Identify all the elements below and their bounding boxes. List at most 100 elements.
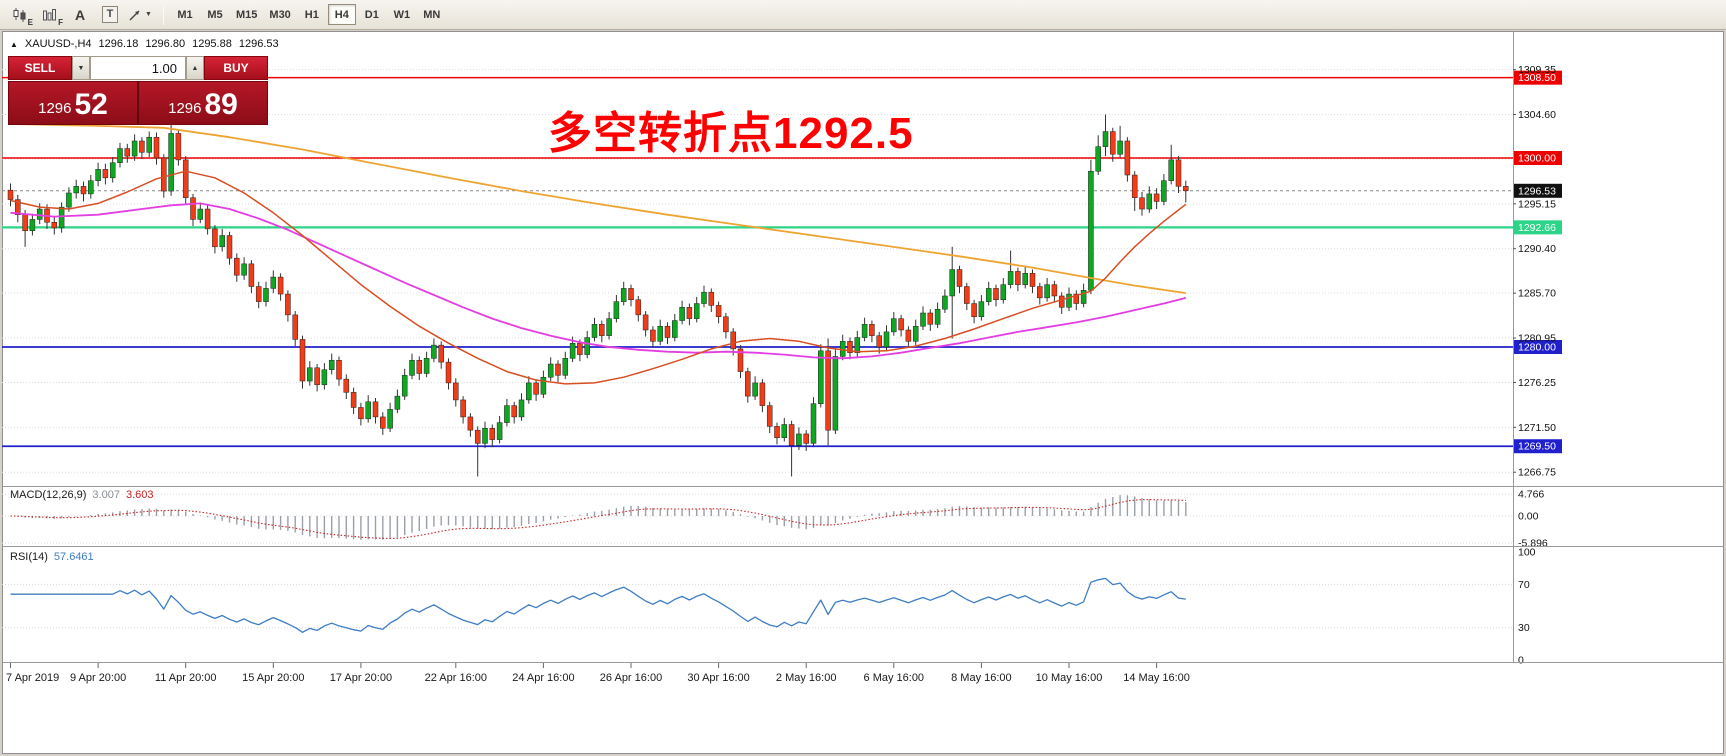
ma-fast-red [10,170,1187,385]
svg-text:17 Apr 20:00: 17 Apr 20:00 [330,672,392,684]
svg-text:1285.70: 1285.70 [1518,288,1556,300]
svg-text:22 Apr 16:00: 22 Apr 16:00 [425,672,487,684]
ma-medium-magenta [10,202,1187,360]
timeframe-button-w1[interactable]: W1 [393,8,411,21]
macd-signal-line [10,499,1186,539]
price-chart-canvas[interactable]: 1308.50 1300.00 1296.53 1292.66 1280.00 1269.… [0,31,1726,756]
svg-text:1280.95: 1280.95 [1518,333,1556,345]
up-arrow-icon: ▲ [191,64,199,72]
candles-glyph [13,7,26,22]
icon-letter-a: A [74,6,86,23]
svg-text:1271.50: 1271.50 [1518,422,1556,434]
open-value: 1296.18 [98,38,139,50]
timeframe-button-h1[interactable]: H1 [304,8,319,21]
volume-decrease-button[interactable]: ▼ [72,56,90,80]
svg-text:1292.66: 1292.66 [1518,222,1556,234]
collapse-arrow-icon[interactable]: ▲ [10,39,18,49]
text-annotation-tool[interactable]: A [66,3,94,27]
svg-text:4.766: 4.766 [1518,489,1544,501]
svg-text:24 Apr 16:00: 24 Apr 16:00 [512,672,574,684]
buy-price-main: 1296 [168,100,202,117]
svg-text:1300.00: 1300.00 [1518,153,1556,165]
sell-price-display[interactable]: 1296 52 [9,82,137,124]
dropdown-arrow-icon: ▼ [145,11,152,18]
candles-layer[interactable] [7,114,1189,477]
time-scale[interactable]: 7 Apr 2019 9 Apr 20:00 11 Apr 20:00 15 Apr … [6,663,1190,684]
macd-indicator-label: MACD(12,26,9) 3.007 3.603 [10,489,153,501]
macd-signal-value: 3.603 [125,489,154,501]
macd-name: MACD(12,26,9) [10,489,87,501]
price-level-label [1514,439,1562,454]
svg-text:1309.35: 1309.35 [1518,64,1556,76]
bars-glyph [43,8,56,20]
macd-main-value: 3.007 [92,489,120,501]
timeframe-button-d1[interactable]: D1 [364,8,379,21]
timeframe-button-mn[interactable]: MN [423,8,441,21]
sell-price-pips: 52 [74,88,108,121]
ohlc-header: ▲ XAUUSD-,H4 1296.18 1296.80 1295.88 129… [10,38,279,50]
icon-letter-f: F [58,17,63,27]
svg-text:1276.25: 1276.25 [1518,377,1556,389]
text-box-tool[interactable]: T [96,3,124,27]
svg-text:70: 70 [1518,579,1530,591]
svg-text:0: 0 [1518,655,1524,667]
icon-letter-e: E [27,17,33,27]
price-level-label [1514,151,1562,165]
svg-text:6 May 16:00: 6 May 16:00 [864,672,925,684]
price-level-label [1514,183,1562,198]
rsi-name: RSI(14) [10,551,48,563]
svg-text:26 Apr 16:00: 26 Apr 16:00 [600,672,662,684]
price-level-label [1514,340,1562,354]
svg-text:100: 100 [1518,547,1536,559]
price-level-label [1514,70,1562,85]
rsi-value: 57.6461 [53,551,94,563]
svg-text:10 May 16:00: 10 May 16:00 [1036,672,1103,684]
one-click-trading-panel: SELL ▼ ▲ BUY 1296 52 1296 89 [8,56,268,125]
drawing-tools-dropdown[interactable]: ▼ [126,3,154,27]
timeframe-button-m15[interactable]: M15 [236,8,258,21]
svg-text:8 May 16:00: 8 May 16:00 [951,672,1012,684]
timeframe-toolbar: M1 M5 M15 M30 H1 H4 D1 W1 MN [171,4,448,25]
svg-text:30: 30 [1518,622,1530,634]
low-value: 1295.88 [192,38,232,50]
svg-text:11 Apr 20:00: 11 Apr 20:00 [155,672,217,684]
chart-text-annotation[interactable]: 多空转折点1292.5 [548,109,914,158]
timeframe-button-m1[interactable]: M1 [177,8,193,21]
svg-text:15 Apr 20:00: 15 Apr 20:00 [242,672,304,684]
toolbar-separator [163,4,164,25]
volume-input[interactable] [90,56,186,80]
volume-increase-button[interactable]: ▲ [186,56,204,80]
svg-text:0.00: 0.00 [1518,511,1539,523]
svg-text:1290.40: 1290.40 [1518,243,1556,255]
bar-grid-icon[interactable]: F [36,3,64,27]
sell-price-main: 1296 [38,100,72,117]
rsi-indicator-label: RSI(14) 57.6461 [10,551,94,563]
timeframe-button-h4[interactable]: H4 [327,4,356,25]
price-scale[interactable]: 1308.50 1300.00 1296.53 1292.66 1280.00 1269.… [2,31,1724,667]
moving-averages-layer [10,123,1187,385]
timeframe-button-m5[interactable]: M5 [207,8,223,21]
down-arrow-icon: ▼ [77,64,85,72]
symbol-label: XAUUSD-,H4 [24,38,92,50]
svg-text:14 May 16:00: 14 May 16:00 [1123,672,1190,684]
timeframe-button-m30[interactable]: M30 [269,8,291,21]
svg-text:1295.15: 1295.15 [1518,198,1556,210]
high-value: 1296.80 [145,38,186,50]
svg-text:7 Apr 2019: 7 Apr 2019 [6,672,59,684]
buy-price-display[interactable]: 1296 89 [139,82,267,124]
macd-pane [10,495,1187,540]
price-level-label [1514,220,1562,235]
sell-button[interactable]: SELL [8,56,72,80]
svg-text:1269.50: 1269.50 [1518,441,1556,453]
chart-window [2,31,1724,754]
rsi-line [10,577,1186,633]
top-toolbar: E F A T ▼ M1 M5 M15 M30 H1 H4 D1 W1 MN [0,0,1726,30]
ma-slow-orange [10,123,1186,294]
buy-price-pips: 89 [204,88,238,121]
price-divider [137,82,139,124]
icon-letter-t: T [101,6,119,23]
svg-text:1304.60: 1304.60 [1518,109,1556,121]
candlestick-chart-icon[interactable]: E [6,3,34,27]
svg-text:30 Apr 16:00: 30 Apr 16:00 [687,672,749,684]
buy-button[interactable]: BUY [204,56,268,80]
